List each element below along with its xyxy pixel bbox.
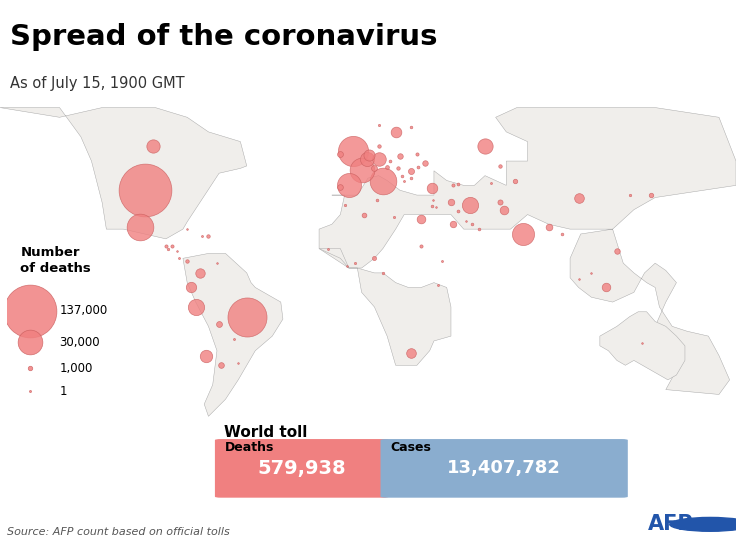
Text: 13,407,782: 13,407,782 bbox=[447, 459, 561, 478]
Text: Source: AFP count based on official tolls: Source: AFP count based on official toll… bbox=[7, 527, 230, 537]
Text: 1,000: 1,000 bbox=[59, 362, 93, 375]
Text: Cases: Cases bbox=[390, 441, 431, 455]
Polygon shape bbox=[319, 108, 736, 394]
Text: AFP: AFP bbox=[648, 514, 693, 534]
Polygon shape bbox=[183, 253, 283, 416]
Text: As of July 15, 1900 GMT: As of July 15, 1900 GMT bbox=[10, 75, 184, 91]
Text: 1: 1 bbox=[59, 385, 67, 398]
Text: Deaths: Deaths bbox=[224, 441, 274, 455]
Polygon shape bbox=[319, 248, 451, 365]
Text: 30,000: 30,000 bbox=[59, 336, 100, 348]
Text: World toll: World toll bbox=[224, 425, 308, 440]
Polygon shape bbox=[600, 312, 685, 380]
Text: 579,938: 579,938 bbox=[258, 459, 346, 478]
FancyBboxPatch shape bbox=[215, 439, 389, 498]
Text: Number
of deaths: Number of deaths bbox=[21, 246, 91, 275]
Circle shape bbox=[670, 517, 736, 531]
Text: 137,000: 137,000 bbox=[59, 304, 107, 317]
Polygon shape bbox=[0, 108, 247, 239]
Text: Spread of the coronavirus: Spread of the coronavirus bbox=[10, 23, 437, 51]
FancyBboxPatch shape bbox=[381, 439, 628, 498]
